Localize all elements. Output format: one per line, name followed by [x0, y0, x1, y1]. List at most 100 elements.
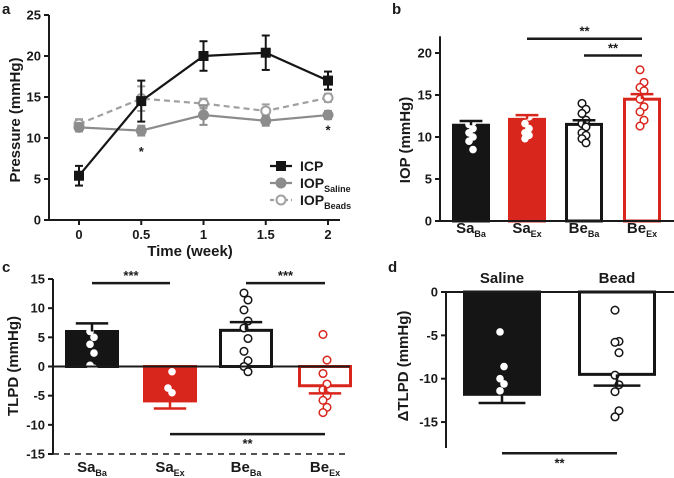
- c-y-tick-label: 10: [31, 301, 45, 316]
- d-y-tick-label: 0: [431, 285, 438, 300]
- c-data-point: [322, 355, 332, 365]
- d-bar-1: [578, 290, 656, 376]
- d-data-point: [496, 387, 504, 395]
- d-y-tick-label: -5: [426, 328, 438, 343]
- a-y-tick-label: 15: [27, 90, 41, 105]
- a-point-iop: [198, 109, 209, 121]
- a-y-tick-label: 0: [34, 213, 41, 228]
- a-point-icp: [74, 170, 84, 181]
- a-y-tick-label: 10: [27, 131, 41, 146]
- c-data-point: [90, 349, 98, 357]
- d-data-point: [610, 305, 620, 315]
- a-x-tick-label: 2: [324, 227, 331, 242]
- d-y-tick-label: -15: [419, 415, 438, 430]
- a-x-tick-label: 0.5: [132, 227, 150, 242]
- a-point-iop: [260, 105, 272, 117]
- b-x-label: SaEx: [512, 220, 541, 239]
- c-data-point: [318, 329, 328, 339]
- d-data-point: [500, 409, 508, 418]
- panel-label-b: b: [392, 1, 401, 18]
- a-point-icp: [136, 96, 147, 107]
- b-y-tick-label: 20: [418, 46, 432, 61]
- a-point-icp: [260, 47, 271, 58]
- a-legend-square-icon: [276, 161, 286, 171]
- c-x-label: BeEx: [310, 459, 340, 478]
- a-legend-label-1: IOPSaline: [300, 175, 351, 194]
- c-significance-star: **: [242, 436, 253, 451]
- c-data-point: [239, 305, 249, 315]
- b-data-point: [465, 95, 473, 103]
- a-point-icp: [323, 75, 333, 86]
- c-y-tick-label: -5: [33, 388, 45, 403]
- c-data-point: [90, 313, 98, 321]
- a-significance-star: *: [325, 123, 331, 138]
- b-data-point: [521, 134, 529, 143]
- b-data-point: [635, 65, 645, 75]
- c-significance-star: ***: [123, 268, 139, 283]
- a-ylabel: Pressure (mmHg): [7, 57, 24, 182]
- a-legend-label-2: IOPBeads: [300, 192, 351, 211]
- b-y-tick-label: 5: [425, 172, 432, 187]
- b-data-point: [521, 89, 529, 98]
- a-x-tick-label: 1: [200, 227, 207, 242]
- a-x-tick-label: 1.5: [257, 227, 275, 242]
- panel-label-a: a: [2, 1, 11, 18]
- b-y-tick-label: 0: [425, 214, 432, 229]
- d-significance-star: **: [554, 455, 565, 470]
- d-y-tick-label: -10: [419, 371, 438, 386]
- a-x-tick-label: 0: [75, 227, 82, 242]
- c-data-point: [243, 295, 253, 305]
- c-y-tick-label: -10: [26, 417, 45, 432]
- panel-label-d: d: [388, 259, 397, 276]
- c-data-point: [90, 299, 98, 308]
- b-significance-star: **: [608, 41, 619, 56]
- b-data-point: [469, 145, 477, 154]
- c-data-point: [86, 340, 94, 349]
- b-data-point: [581, 138, 591, 148]
- b-ylabel: IOP (mmHg): [397, 97, 414, 183]
- b-x-label: BeBa: [569, 220, 601, 239]
- c-significance-star: ***: [278, 268, 294, 283]
- b-data-point: [577, 108, 587, 119]
- d-data-point: [610, 337, 620, 347]
- c-data-point: [318, 408, 328, 418]
- a-y-tick-label: 5: [34, 172, 41, 187]
- d-category-label: Saline: [480, 270, 524, 287]
- c-ylabel: TLPD (mmHg): [5, 316, 22, 416]
- d-category-label: Bead: [599, 270, 636, 287]
- c-data-point: [90, 333, 98, 342]
- c-x-label: BeBa: [231, 459, 263, 478]
- a-legend-circle-icon: [275, 194, 287, 206]
- a-point-iop: [260, 115, 272, 127]
- a-point-icp: [198, 51, 209, 61]
- d-data-point: [610, 412, 620, 422]
- c-data-point: [86, 286, 94, 294]
- c-y-tick-label: -15: [26, 447, 45, 462]
- panel-label-c: c: [2, 259, 10, 276]
- c-data-point: [164, 339, 172, 348]
- b-y-tick-label: 10: [418, 130, 432, 145]
- a-legend-circle-icon: [275, 177, 287, 189]
- c-data-point: [318, 368, 328, 379]
- d-data-point: [500, 362, 508, 371]
- a-significance-star: *: [139, 144, 145, 159]
- a-point-iop: [322, 92, 334, 104]
- c-data-point: [168, 388, 176, 397]
- d-data-point: [496, 374, 504, 383]
- d-data-point: [614, 406, 624, 416]
- d-data-point: [610, 387, 620, 397]
- a-point-iop: [135, 125, 147, 137]
- c-data-point: [168, 416, 176, 424]
- c-data-point: [168, 367, 176, 376]
- c-y-tick-label: 15: [31, 272, 45, 287]
- c-data-point: [239, 288, 249, 298]
- b-data-point: [635, 107, 645, 117]
- d-data-point: [500, 442, 508, 451]
- b-data-point: [521, 105, 529, 114]
- a-line-2: [78, 96, 329, 126]
- b-x-label: SaBa: [456, 220, 487, 239]
- c-x-label: SaBa: [77, 459, 108, 478]
- d-data-point: [496, 328, 504, 336]
- d-data-point: [614, 348, 624, 358]
